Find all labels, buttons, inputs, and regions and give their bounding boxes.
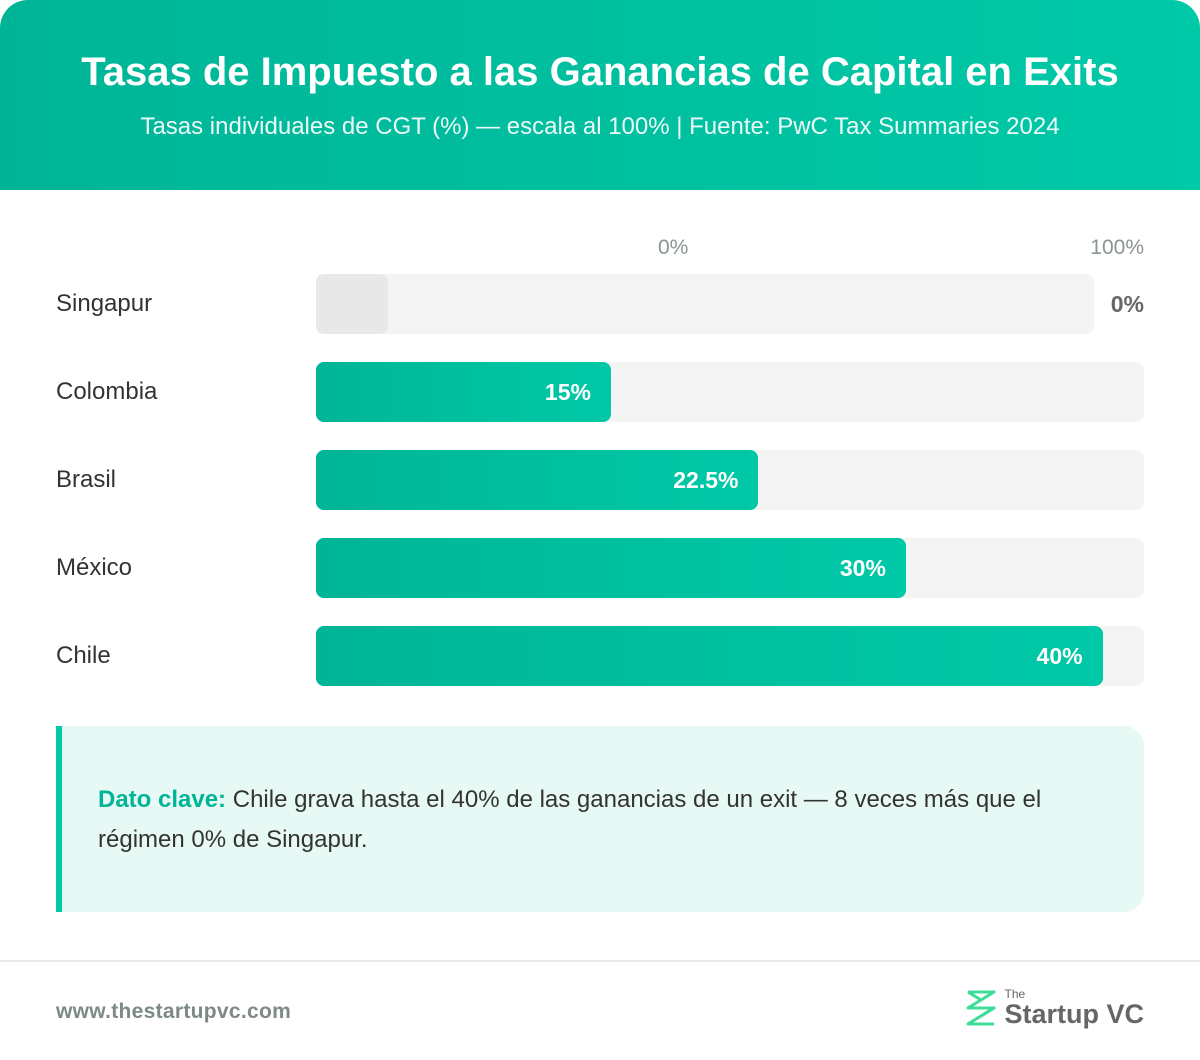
logo-icon (966, 990, 996, 1026)
category-label: Colombia (56, 378, 158, 405)
axis-label-0: 0% (658, 236, 689, 259)
value-label: 30% (839, 555, 886, 581)
key-insight: Dato clave: Chile grava hasta el 40% de … (56, 726, 1144, 912)
bar: 30% (316, 538, 906, 598)
footer: www.thestartupvc.com The Startup VC (0, 960, 1200, 1060)
bar-row: Chile 40% (56, 626, 1144, 686)
insight-label: Dato clave: (98, 786, 227, 813)
bar-track: 30% (316, 538, 1144, 598)
insight-text: Chile grava hasta el 40% de las ganancia… (98, 786, 1042, 853)
bar-track: 22.5% (316, 450, 1144, 510)
bar: 40% (316, 626, 1103, 686)
header: Tasas de Impuesto a las Ganancias de Cap… (0, 0, 1200, 190)
bar (316, 274, 388, 334)
bar: 22.5% (316, 450, 759, 510)
bar-row: México 30% (56, 538, 1144, 598)
bar-row: Colombia 15% (56, 362, 1144, 422)
value-label: 0% (1110, 291, 1144, 317)
bar-row: Singapur 0% (56, 274, 1144, 334)
bar-track: 15% (316, 362, 1144, 422)
logo-the: The (1004, 987, 1026, 1001)
category-label: Brasil (56, 466, 117, 493)
bar-row: Brasil 22.5% (56, 450, 1144, 510)
logo-name: Startup VC (1004, 999, 1144, 1029)
category-label: Singapur (56, 290, 153, 317)
value-label: 15% (544, 379, 591, 405)
value-label: 22.5% (673, 467, 739, 493)
startupvc-logo: The Startup VC (964, 988, 1144, 1028)
bar: 15% (316, 362, 611, 422)
chart-title: Tasas de Impuesto a las Ganancias de Cap… (81, 50, 1119, 94)
bar-track (316, 274, 1094, 334)
value-label: 40% (1036, 643, 1083, 669)
category-label: México (56, 554, 133, 581)
axis-label-100: 100% (1090, 236, 1144, 259)
bar-track: 40% (316, 626, 1144, 686)
chart-subtitle: Tasas individuales de CGT (%) — escala a… (140, 113, 1060, 140)
website-link[interactable]: www.thestartupvc.com (56, 1000, 292, 1023)
category-label: Chile (56, 642, 111, 669)
